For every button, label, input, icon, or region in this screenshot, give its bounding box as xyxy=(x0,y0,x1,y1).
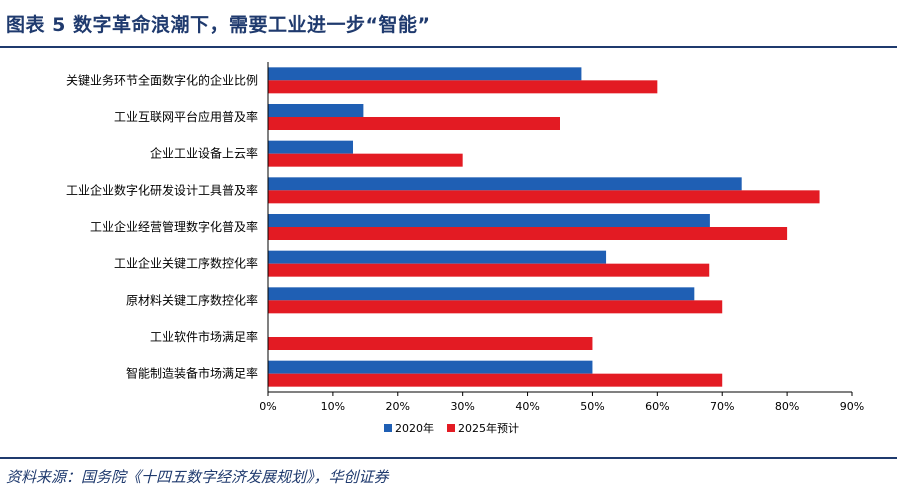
x-tick-label: 0% xyxy=(259,400,276,413)
x-tick-label: 30% xyxy=(450,400,474,413)
header-rule xyxy=(0,46,897,48)
category-labels: 关键业务环节全面数字化的企业比例工业互联网平台应用普及率企业工业设备上云率工业企… xyxy=(66,72,258,380)
x-tick-label: 70% xyxy=(710,400,734,413)
category-label: 关键业务环节全面数字化的企业比例 xyxy=(66,72,258,87)
bar-2020 xyxy=(268,214,710,227)
bar-2025 xyxy=(268,80,658,94)
category-label: 工业企业经营管理数字化普及率 xyxy=(90,219,258,234)
bar-2020 xyxy=(268,140,354,154)
category-label: 工业软件市场满足率 xyxy=(150,329,258,344)
category-label: 企业工业设备上云率 xyxy=(150,146,258,161)
legend-label: 2025年预计 xyxy=(458,421,519,435)
bar-2020 xyxy=(268,360,593,374)
x-tick-label: 80% xyxy=(775,400,799,413)
bar-2020 xyxy=(268,104,364,117)
legend: 2020年 2025年预计 xyxy=(384,421,519,435)
bar-2020 xyxy=(268,67,582,81)
bar-2025 xyxy=(268,263,710,277)
category-label: 原材料关键工序数控化率 xyxy=(126,292,258,307)
bar-2025 xyxy=(268,190,820,204)
x-tick-label: 90% xyxy=(840,400,864,413)
x-tick-label: 40% xyxy=(515,400,539,413)
bar-2025 xyxy=(268,227,788,240)
x-tick-label: 10% xyxy=(321,400,345,413)
x-axis: 0% 10% 20% 30% 40% 50% 60% 70% 80% 90% xyxy=(259,62,864,413)
source-note: 资料来源：国务院《十四五数字经济发展规划》，华创证券 xyxy=(6,468,389,486)
bar-2025 xyxy=(268,337,593,350)
bar-2020 xyxy=(268,250,607,264)
bar-2025 xyxy=(268,300,723,314)
bar-2025 xyxy=(268,117,560,130)
category-label: 工业互联网平台应用普及率 xyxy=(114,109,258,124)
legend-label: 2020年 xyxy=(395,421,434,435)
bar-2025 xyxy=(268,373,723,387)
footer-rule xyxy=(0,457,897,459)
bar-2020 xyxy=(268,287,695,301)
bar-chart: 关键业务环节全面数字化的企业比例工业互联网平台应用普及率企业工业设备上云率工业企… xyxy=(66,62,864,435)
page-title: 图表 5 数字革命浪潮下，需要工业进一步“智能” xyxy=(6,14,431,36)
category-label: 智能制造装备市场满足率 xyxy=(126,366,258,381)
bar-2025 xyxy=(268,153,463,167)
bars xyxy=(268,67,820,387)
category-label: 工业企业关键工序数控化率 xyxy=(114,256,258,271)
category-label: 工业企业数字化研发设计工具普及率 xyxy=(66,182,258,197)
x-tick-label: 20% xyxy=(386,400,410,413)
x-tick-label: 60% xyxy=(645,400,669,413)
legend-swatch xyxy=(384,424,392,432)
bar-2020 xyxy=(268,177,742,191)
legend-swatch xyxy=(447,424,455,432)
x-tick-label: 50% xyxy=(580,400,604,413)
